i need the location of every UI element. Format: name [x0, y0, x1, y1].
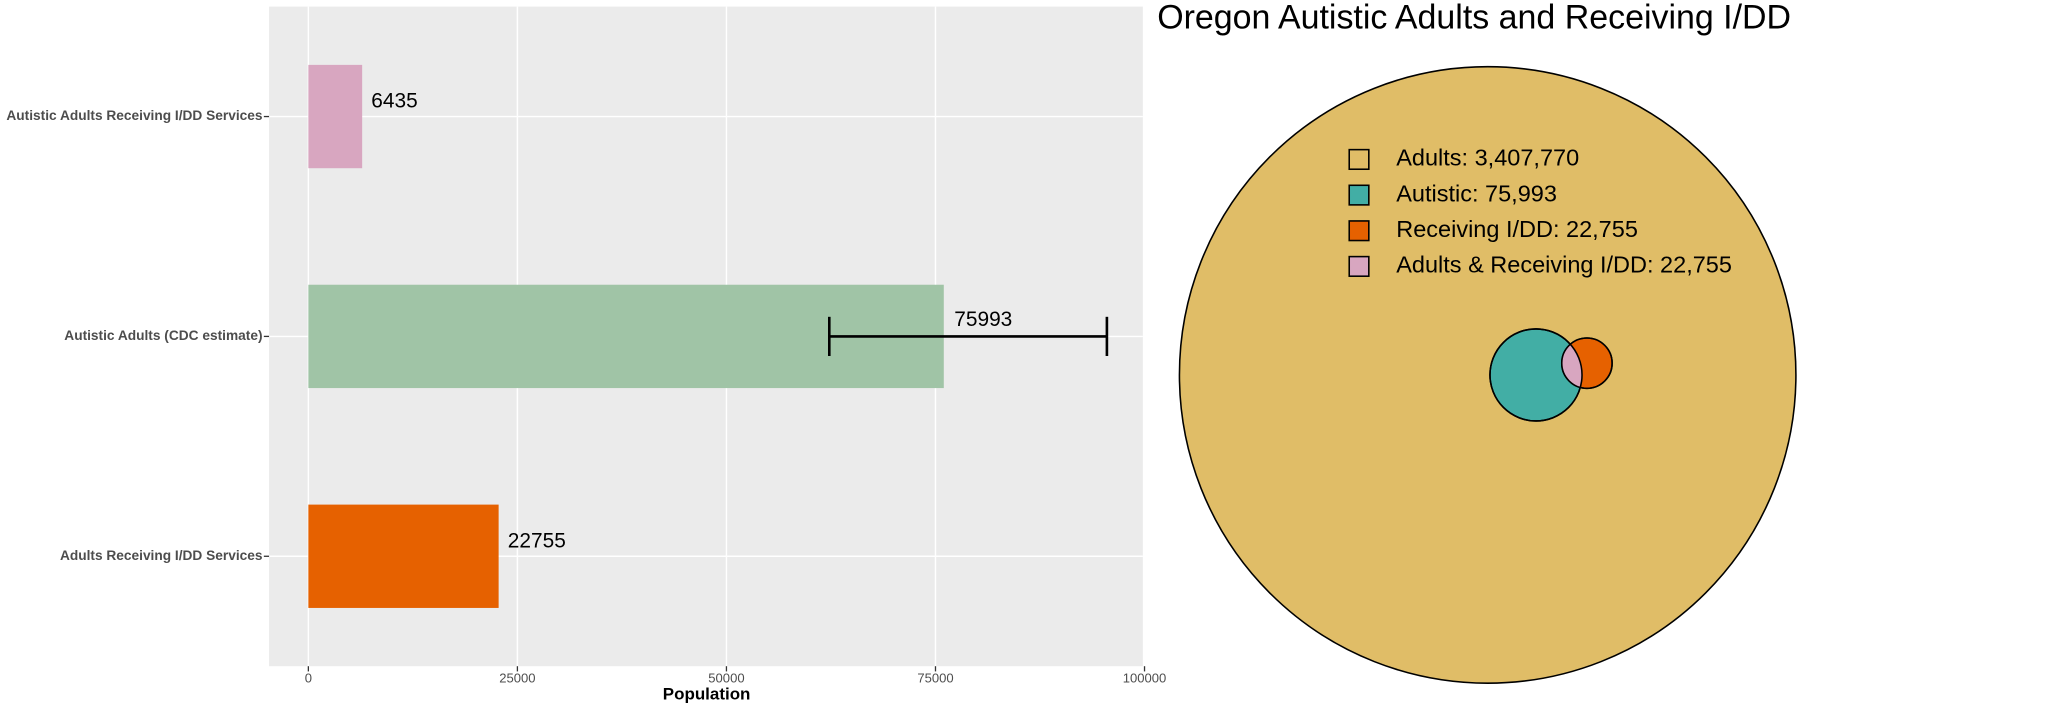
legend-swatch — [1348, 148, 1370, 171]
data-label: 75993 — [954, 308, 1012, 331]
y-tick-label: Autistic Adults Receiving I/DD Services — [6, 108, 263, 123]
y-tick-label: Adults Receiving I/DD Services — [60, 548, 263, 563]
data-label: 6435 — [371, 90, 417, 113]
legend-swatch — [1348, 220, 1370, 242]
legend-label: Adults & Receiving I/DD: 22,755 — [1396, 252, 1732, 278]
data-label: 22755 — [508, 529, 566, 552]
x-tick-label: 75000 — [917, 671, 953, 686]
bar — [308, 504, 499, 608]
venn-outline — [1489, 328, 1583, 422]
bar — [308, 64, 363, 169]
y-tick-label: Autistic Adults (CDC estimate) — [64, 328, 262, 343]
venn-outline — [1560, 337, 1613, 390]
x-tick-label: 25000 — [499, 671, 535, 686]
legend-label: Adults: 3,407,770 — [1396, 145, 1579, 171]
x-axis-title: Population — [663, 684, 751, 703]
legend-swatch — [1348, 184, 1370, 206]
x-tick-label: 0 — [305, 671, 312, 686]
legend-label: Autistic: 75,993 — [1396, 180, 1557, 206]
venn-circle — [1178, 65, 1797, 684]
legend-label: Receiving I/DD: 22,755 — [1396, 216, 1638, 242]
legend-swatch — [1348, 255, 1370, 277]
venn-title: Oregon Autistic Adults and Receiving I/D… — [1157, 0, 1791, 37]
x-tick-label: 100000 — [1123, 671, 1167, 686]
x-tick-label: 50000 — [708, 671, 744, 686]
